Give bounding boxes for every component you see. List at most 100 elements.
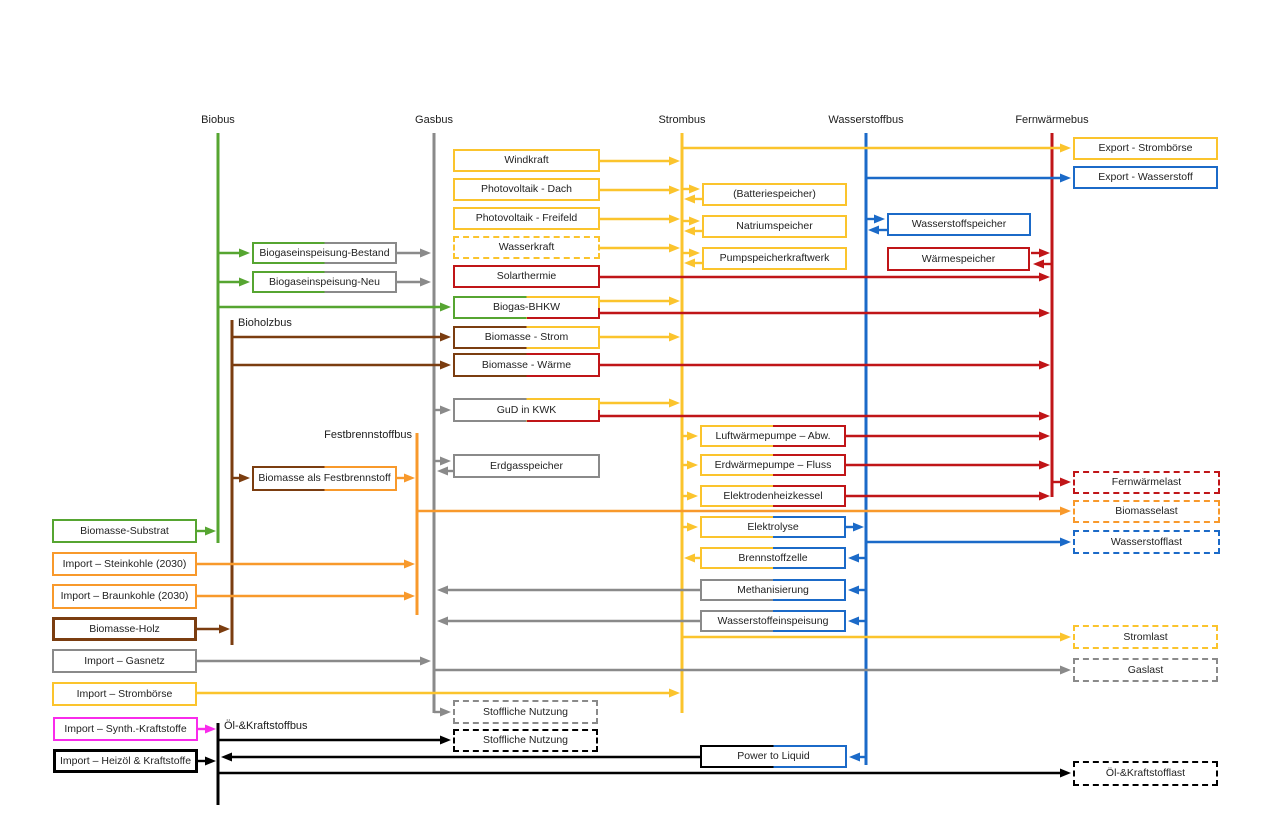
node-export-stromboerse: Export - Strombörse (1073, 137, 1218, 160)
node-stoffliche-nutzung-gas: Stoffliche Nutzung (453, 700, 598, 724)
node-label: Biomasse - Strom (484, 331, 569, 344)
node-label: Biomasse-Holz (89, 622, 160, 635)
arrow-head-icon (1060, 537, 1071, 547)
arrow-head-icon (1060, 143, 1071, 153)
node-label: Biogas-BHKW (492, 301, 561, 314)
arrow-head-icon (221, 752, 232, 762)
node-import-stromboerse: Import – Strombörse (52, 682, 197, 706)
node-biomasse-als-festbrennstoff: Biomasse als Festbrennstoff (252, 466, 397, 491)
arrow-head-icon (1060, 506, 1071, 516)
node-label: Methanisierung (737, 583, 809, 596)
node-natriumspeicher: Natriumspeicher (702, 215, 847, 238)
arrow-head-icon (684, 226, 695, 236)
arrow-head-icon (239, 473, 250, 483)
node-import-synth-kraftstoffe: Import – Synth.-Kraftstoffe (53, 717, 198, 741)
arrow-head-icon (1039, 308, 1050, 318)
arrow-head-icon (669, 156, 680, 166)
arrow-head-icon (1039, 460, 1050, 470)
node-wasserstoffeinspeisung: Wasserstoffeinspeisung (700, 610, 846, 632)
node-biomasselast: Biomasselast (1073, 500, 1220, 523)
node-label: Import – Gasnetz (84, 654, 165, 667)
node-label: Biogaseinspeisung-Neu (269, 275, 380, 288)
node-label: Elektrolyse (747, 520, 799, 533)
arrow-head-icon (689, 184, 700, 194)
node-brennstoffzelle: Brennstoffzelle (700, 547, 846, 569)
arrow-head-icon (1039, 360, 1050, 370)
arrow-head-icon (853, 522, 864, 532)
node-label: Import – Synth.-Kraftstoffe (64, 722, 187, 735)
node-label: Import – Steinkohle (2030) (62, 557, 187, 570)
arrow-head-icon (687, 522, 698, 532)
node-biomasse-strom: Biomasse - Strom (453, 326, 600, 349)
node-stromlast: Stromlast (1073, 625, 1218, 649)
arrow-head-icon (848, 553, 859, 563)
arrow-head-icon (205, 756, 216, 766)
node-label: Elektrodenheizkessel (723, 489, 823, 502)
arrow-head-icon (689, 248, 700, 258)
arrow-head-icon (669, 214, 680, 224)
arrow-head-icon (1039, 491, 1050, 501)
node-label: Wasserstoffeinspeisung (717, 614, 829, 627)
node-label: Wasserstofflast (1110, 535, 1183, 548)
bus-label-festbrennstoffbus: Festbrennstoffbus (324, 429, 412, 441)
node-biogaseinspeisung-bestand: Biogaseinspeisung-Bestand (252, 242, 397, 264)
node-import-heizoel-kraftstoffe: Import – Heizöl & Kraftstoffe (53, 749, 198, 773)
node-label: Natriumspeicher (736, 220, 813, 233)
node-label: Stoffliche Nutzung (482, 705, 569, 718)
arrow-head-icon (1060, 768, 1071, 778)
arrow-head-icon (440, 735, 451, 745)
arrow-head-icon (687, 431, 698, 441)
node-solarthermie: Solarthermie (453, 265, 600, 288)
node-photovoltaik-dach: Photovoltaik - Dach (453, 178, 600, 201)
node-gaslast: Gaslast (1073, 658, 1218, 682)
arrow-head-icon (687, 491, 698, 501)
arrow-head-icon (684, 258, 695, 268)
arrow-head-icon (404, 591, 415, 601)
node-label: Brennstoffzelle (738, 551, 808, 564)
node-elektrolyse: Elektrolyse (700, 516, 846, 538)
node-biogaseinspeisung-neu: Biogaseinspeisung-Neu (252, 271, 397, 293)
node-luftwaermepumpe-abw: Luftwärmepumpe – Abw. (700, 425, 846, 447)
bus-label-biobus: Biobus (201, 114, 235, 126)
node-label: Biomasse-Substrat (80, 524, 169, 537)
arrow-head-icon (669, 296, 680, 306)
arrow-head-icon (684, 194, 695, 204)
node-erdgasspeicher: Erdgasspeicher (453, 454, 600, 478)
node-label: Fernwärmelast (1111, 476, 1182, 489)
arrow-head-icon (848, 616, 859, 626)
node-import-braunkohle: Import – Braunkohle (2030) (52, 584, 197, 609)
node-import-gasnetz: Import – Gasnetz (52, 649, 197, 673)
arrow-head-icon (1060, 477, 1071, 487)
arrow-head-icon (669, 398, 680, 408)
arrow-head-icon (684, 553, 695, 563)
arrow-head-icon (1039, 248, 1050, 258)
node-label: Import – Braunkohle (2030) (60, 590, 189, 603)
node-label: Import – Heizöl & Kraftstoffe (59, 754, 192, 767)
node-wasserstoffspeicher: Wasserstoffspeicher (887, 213, 1031, 236)
node-label: Stoffliche Nutzung (482, 734, 569, 747)
node-wasserkraft: Wasserkraft (453, 236, 600, 259)
arrow-head-icon (437, 466, 448, 476)
node-label: GuD in KWK (496, 403, 557, 416)
arrow-head-icon (669, 185, 680, 195)
arrow-head-icon (1033, 259, 1044, 269)
node-elektrodenheizkessel: Elektrodenheizkessel (700, 485, 846, 507)
node-methanisierung: Methanisierung (700, 579, 846, 601)
node-gud-in-kwk: GuD in KWK (453, 398, 600, 422)
arrow-head-icon (440, 707, 451, 717)
node-label: Import – Strombörse (76, 687, 173, 700)
node-erdwaermepumpe-fluss: Erdwärmepumpe – Fluss (700, 454, 846, 476)
node-fernwaermelast: Fernwärmelast (1073, 471, 1220, 494)
bus-label-strombus: Strombus (658, 114, 706, 126)
arrow-head-icon (404, 473, 415, 483)
node-label: Windkraft (504, 154, 549, 167)
node-label: Biomasse - Wärme (481, 358, 572, 371)
arrow-head-icon (849, 752, 860, 762)
node-biomasse-holz: Biomasse-Holz (52, 617, 197, 641)
arrow-head-icon (689, 216, 700, 226)
node-oel-kraftstofflast: Öl-&Kraftstofflast (1073, 761, 1218, 786)
arrow-head-icon (1039, 431, 1050, 441)
node-label: Export - Wasserstoff (1098, 171, 1193, 184)
